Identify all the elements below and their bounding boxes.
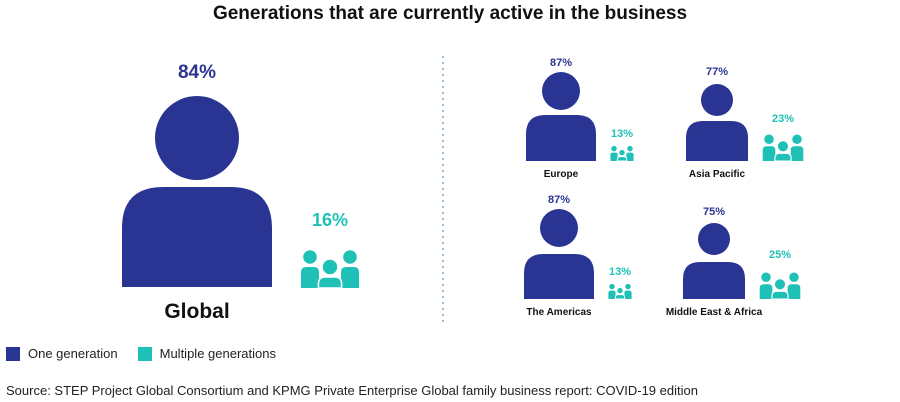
region-global: 84% 16% Global (122, 62, 359, 323)
legend-item-multiple: Multiple generations (137, 346, 276, 361)
pct-multiple-middle-east-africa: 25% (769, 249, 791, 261)
pct-multiple-global: 16% (312, 210, 348, 230)
region-label-global: Global (164, 300, 229, 323)
group-icon-middle-east-africa (759, 272, 801, 300)
person-icon-europe-body (526, 115, 596, 161)
group-icon-global (301, 250, 359, 289)
region-label-asia-pacific: Asia Pacific (689, 169, 746, 180)
chart-title: Generations that are currently active in… (212, 3, 688, 24)
legend: One generation Multiple generations (6, 346, 296, 361)
person-icon-middle-east-africa-body (683, 262, 745, 299)
legend-label-multiple: Multiple generations (159, 346, 276, 361)
person-icon-asia-pacific-head (701, 84, 733, 116)
person-icon-global-body (122, 187, 272, 287)
pct-one-the-americas: 87% (548, 194, 570, 206)
region-europe: 87% 13% Europe (526, 57, 634, 180)
pct-one-asia-pacific: 77% (706, 66, 728, 78)
pct-one-middle-east-africa: 75% (703, 206, 725, 218)
person-icon-europe (526, 72, 596, 161)
person-icon-europe-head (542, 72, 580, 110)
region-label-europe: Europe (544, 169, 579, 180)
pct-multiple-asia-pacific: 23% (772, 113, 794, 125)
legend-label-one: One generation (28, 346, 118, 361)
pictogram-chart: 84% 16% Global 87% 13% Europe 77% 23% Asia Pacif… (122, 56, 804, 323)
person-icon-the-americas-head (540, 209, 578, 247)
person-icon-the-americas (524, 209, 594, 299)
person-icon-global-head (155, 96, 239, 180)
region-label-the-americas: The Americas (526, 307, 592, 318)
region-middle-east-africa: 75% 25% Middle East & Africa (666, 206, 801, 318)
region-label-middle-east-africa: Middle East & Africa (666, 307, 763, 318)
legend-swatch-one (6, 346, 20, 361)
group-icon-asia-pacific (762, 134, 804, 162)
person-icon-the-americas-body (524, 254, 594, 299)
pct-one-global: 84% (178, 62, 216, 83)
group-icon-the-americas (608, 283, 632, 300)
person-icon-middle-east-africa-head (698, 223, 730, 255)
legend-swatch-multiple (137, 346, 152, 361)
person-icon-asia-pacific-body (686, 121, 748, 161)
pct-multiple-europe: 13% (611, 128, 633, 140)
group-icon-europe (610, 145, 634, 162)
legend-item-one: One generation (6, 346, 118, 361)
person-icon-asia-pacific (686, 84, 748, 161)
pct-one-europe: 87% (550, 57, 572, 69)
pct-multiple-the-americas: 13% (609, 266, 631, 278)
region-the-americas: 87% 13% The Americas (524, 194, 632, 318)
source-note: Source: STEP Project Global Consortium a… (6, 383, 698, 398)
person-icon-middle-east-africa (683, 223, 745, 299)
region-asia-pacific: 77% 23% Asia Pacific (686, 66, 804, 180)
person-icon-global (122, 96, 272, 287)
